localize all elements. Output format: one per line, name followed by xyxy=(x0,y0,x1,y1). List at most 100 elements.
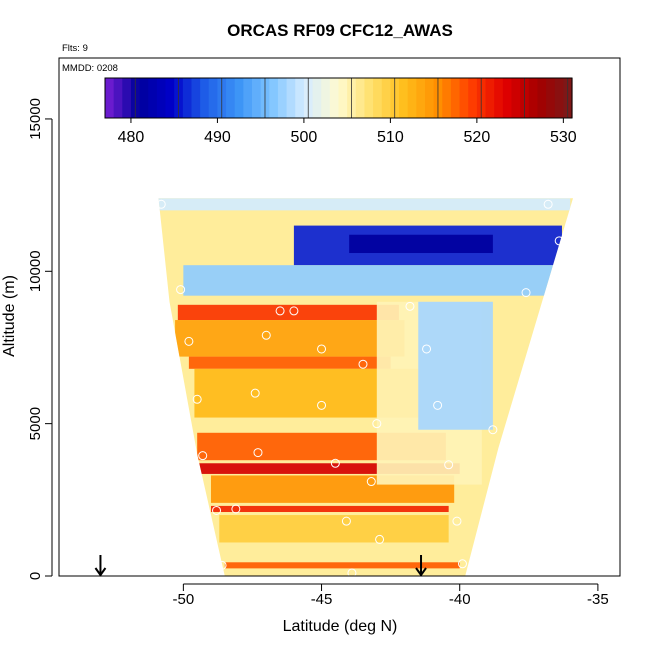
colorbar-swatch xyxy=(381,78,391,118)
colorbar-swatch xyxy=(459,78,469,118)
y-tick-label: 5000 xyxy=(27,407,44,440)
sample-point xyxy=(250,388,260,398)
flights-annotation: Flts: 9 xyxy=(62,43,88,54)
colorbar-swatch xyxy=(338,78,348,118)
sample-point xyxy=(261,330,271,340)
heatmap-band xyxy=(210,505,449,513)
colorbar-tick-label: 480 xyxy=(118,129,145,146)
colorbar-swatch xyxy=(364,78,374,118)
colorbar-swatch xyxy=(269,78,279,118)
y-axis-label: Altitude (m) xyxy=(1,275,18,357)
colorbar-swatch xyxy=(468,78,478,118)
colorbar-swatch xyxy=(156,78,167,118)
y-axis: 0 5000 10000 15000 xyxy=(27,98,53,580)
colorbar-swatch xyxy=(148,78,158,118)
colorbar-swatch xyxy=(105,78,115,118)
sample-point xyxy=(457,559,467,569)
colorbar-swatch xyxy=(442,78,452,118)
colorbar-swatch xyxy=(399,78,409,118)
y-tick-label: 15000 xyxy=(27,98,44,140)
sample-point xyxy=(156,199,166,209)
colorbar-swatch xyxy=(165,78,175,118)
colorbar-swatch xyxy=(407,78,417,118)
sample-point xyxy=(231,504,241,514)
sample-point xyxy=(217,560,227,570)
sample-point xyxy=(289,306,299,316)
colorbar-swatch xyxy=(554,78,564,118)
sample-point xyxy=(358,359,368,369)
colorbar-swatch xyxy=(450,78,461,118)
colorbar-swatch xyxy=(511,78,521,118)
x-tick-label: -45 xyxy=(311,591,333,608)
date-annotation: MMDD: 0208 xyxy=(62,63,118,74)
colorbar-tick-label: 530 xyxy=(550,129,577,146)
colorbar-swatch xyxy=(295,78,305,118)
colorbar-tick-label: 510 xyxy=(377,129,404,146)
heatmap-layer xyxy=(158,198,573,576)
sample-point xyxy=(405,301,415,311)
sample-points xyxy=(156,187,564,576)
colorbar-swatch xyxy=(243,78,253,118)
sample-point xyxy=(488,425,498,435)
plot-frame xyxy=(58,57,621,577)
heatmap-band xyxy=(177,304,399,321)
colorbar-swatch xyxy=(494,78,504,118)
heatmap-band xyxy=(183,265,554,296)
colorbar-swatch xyxy=(416,78,426,118)
chart-title: ORCAS RF09 CFC12_AWAS xyxy=(227,21,453,40)
heatmap-band xyxy=(224,562,460,569)
sample-point xyxy=(444,460,454,470)
sample-point xyxy=(543,199,553,209)
heatmap-band xyxy=(175,320,405,357)
sample-point xyxy=(212,505,222,515)
sample-point xyxy=(347,568,357,576)
heatmap-band xyxy=(197,463,460,474)
colorbar-swatch xyxy=(321,78,331,118)
colorbar-swatch xyxy=(502,78,513,118)
colorbar-swatch xyxy=(329,78,340,118)
sample-point xyxy=(524,189,534,199)
sample-point xyxy=(253,448,263,458)
colorbar-swatch xyxy=(122,78,132,118)
colorbar-swatch xyxy=(139,78,149,118)
sample-point xyxy=(330,458,340,468)
x-tick-label: -50 xyxy=(173,591,195,608)
colorbar-swatch xyxy=(485,78,495,118)
colorbar-swatch xyxy=(537,78,547,118)
y-tick-label: 10000 xyxy=(27,250,44,292)
sample-point xyxy=(212,566,222,576)
colorbar-swatch xyxy=(234,78,244,118)
sample-point xyxy=(372,419,382,429)
sample-point xyxy=(317,344,327,354)
sample-point xyxy=(366,477,376,487)
heatmap-band xyxy=(158,198,571,211)
x-axis: -50 -45 -40 -35 xyxy=(173,583,609,608)
sample-point xyxy=(554,236,564,246)
sample-point xyxy=(452,516,462,526)
sample-point xyxy=(540,187,550,197)
sample-point xyxy=(275,306,285,316)
down-arrow-icon xyxy=(415,555,427,577)
colorbar-swatch xyxy=(424,78,435,118)
heatmap-band xyxy=(188,356,391,369)
colorbar-tick-label: 490 xyxy=(204,129,231,146)
colorbar-swatch xyxy=(528,78,539,118)
colorbar-swatch xyxy=(191,78,201,118)
colorbar-tick-label: 500 xyxy=(291,129,318,146)
y-tick-label: 0 xyxy=(27,572,44,580)
colorbar-swatch xyxy=(182,78,193,118)
sample-point xyxy=(375,534,385,544)
sample-point xyxy=(341,516,351,526)
heatmap-band xyxy=(349,234,493,254)
colorbar-swatch xyxy=(252,78,262,118)
x-tick-label: -35 xyxy=(587,591,609,608)
colorbar-swatch xyxy=(208,78,219,118)
sample-point xyxy=(184,336,194,346)
x-axis-label: Latitude (deg N) xyxy=(283,618,398,635)
sample-point xyxy=(192,394,202,404)
down-arrow-icon xyxy=(94,555,107,577)
sample-point xyxy=(433,400,443,410)
heatmap-band xyxy=(219,515,449,543)
colorbar: 480 490 500 510 520 530 xyxy=(104,77,577,146)
colorbar-tick-label: 520 xyxy=(464,129,491,146)
